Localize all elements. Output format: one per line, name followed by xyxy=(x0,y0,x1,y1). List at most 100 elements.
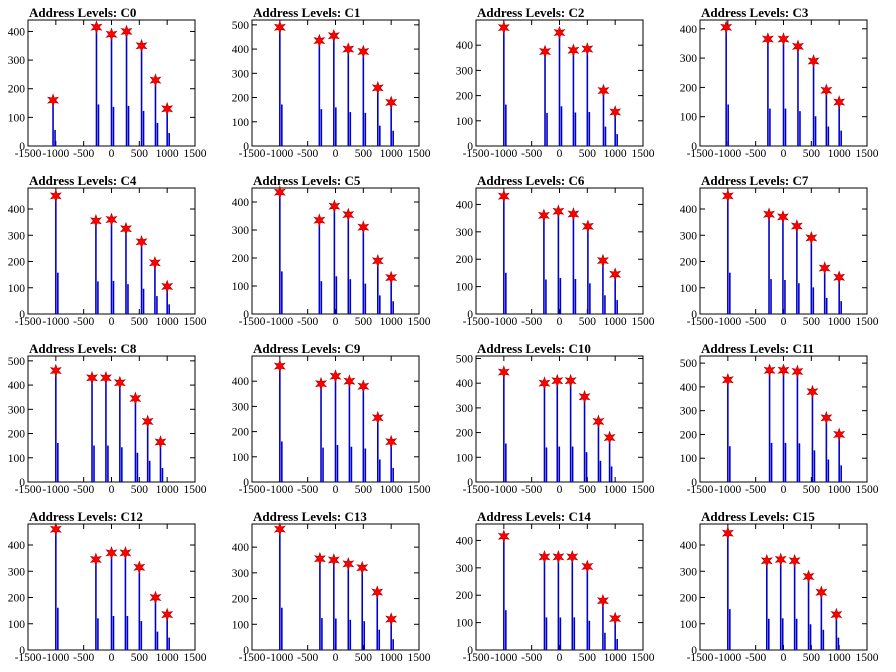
y-tick-label: 300 xyxy=(232,568,250,580)
y-tick-label: 200 xyxy=(8,257,26,269)
x-tick-label: 1500 xyxy=(408,316,431,328)
y-tick-label: 200 xyxy=(456,590,474,602)
x-tick-label: -500 xyxy=(745,148,766,160)
x-tick-label: -1500 xyxy=(15,316,42,328)
x-tick-label: -1500 xyxy=(239,484,266,496)
y-tick-label: 0 xyxy=(243,477,249,489)
x-tick-label: -1000 xyxy=(42,148,69,160)
peak-marker-star xyxy=(149,590,162,605)
peak-marker-star xyxy=(721,526,734,541)
peak-marker-star xyxy=(327,28,340,43)
peak-marker-star xyxy=(763,363,776,378)
y-tick-label: 0 xyxy=(467,477,473,489)
y-tick-label: 0 xyxy=(243,309,249,321)
peak-marker-star xyxy=(86,370,99,385)
peak-marker-star xyxy=(497,529,510,544)
chart-panel-6: Address Levels: C6 0 100 200 300 400 -1500 -100… xyxy=(456,173,655,328)
peak-marker-star xyxy=(805,230,818,245)
chart-panel-14: Address Levels: C14 0 100 200 300 400 -1500 -10… xyxy=(456,509,655,664)
peak-marker-star xyxy=(777,32,790,46)
peak-marker-star xyxy=(596,253,609,268)
chart-panel-4: Address Levels: C4 0 100 200 300 400 -1500 -100… xyxy=(8,173,207,328)
peak-marker-star xyxy=(581,219,594,234)
x-tick-label: -500 xyxy=(73,316,94,328)
peak-marker-star xyxy=(539,44,552,59)
x-tick-label: 1500 xyxy=(632,148,655,160)
x-tick-label: -1000 xyxy=(266,484,293,496)
x-tick-label: -1500 xyxy=(687,148,714,160)
peak-marker-star xyxy=(721,188,734,203)
x-tick-label: 1000 xyxy=(604,652,627,664)
y-tick-label: 200 xyxy=(680,257,698,269)
chart-panel-10: Address Levels: C10 0 100 200 300 400 500 -1500… xyxy=(456,341,655,496)
x-tick-label: 500 xyxy=(803,484,821,496)
x-tick-label: 1500 xyxy=(408,484,431,496)
chart-title: Address Levels: C9 xyxy=(253,341,361,356)
peak-marker-star xyxy=(567,207,580,221)
x-tick-label: -1500 xyxy=(15,148,42,160)
chart-title: Address Levels: C1 xyxy=(253,5,360,20)
x-tick-label: -1500 xyxy=(239,148,266,160)
plot-frame xyxy=(27,355,196,483)
peak-marker-star xyxy=(371,410,384,425)
peak-marker-star xyxy=(89,213,102,228)
y-tick-label: 0 xyxy=(691,141,697,153)
peak-marker-star xyxy=(553,25,566,40)
chart-panel-12: Address Levels: C12 0 100 200 300 400 -1500 -10… xyxy=(8,509,207,664)
chart-title: Address Levels: C3 xyxy=(701,5,809,20)
x-tick-label: 1000 xyxy=(604,484,627,496)
peak-marker-star xyxy=(357,220,370,235)
y-tick-label: 100 xyxy=(456,618,474,630)
x-tick-label: 0 xyxy=(333,484,339,496)
peak-marker-star xyxy=(90,20,103,35)
y-tick-label: 400 xyxy=(8,204,26,216)
peak-marker-star xyxy=(371,253,384,268)
peak-marker-star xyxy=(537,208,550,223)
x-tick-label: 500 xyxy=(803,652,821,664)
x-tick-label: 1000 xyxy=(380,148,403,160)
y-tick-label: 300 xyxy=(232,225,250,237)
peak-marker-star xyxy=(566,549,579,564)
y-tick-label: 400 xyxy=(680,382,698,394)
y-tick-label: 300 xyxy=(456,227,474,239)
x-tick-label: 500 xyxy=(803,148,821,160)
x-tick-label: -1000 xyxy=(714,484,741,496)
peak-marker-star xyxy=(763,207,776,222)
peak-marker-star xyxy=(551,373,564,388)
x-tick-label: -1000 xyxy=(490,652,517,664)
x-tick-label: 500 xyxy=(579,652,597,664)
x-tick-label: 0 xyxy=(333,316,339,328)
y-tick-label: 400 xyxy=(8,26,26,38)
y-tick-label: 100 xyxy=(8,283,26,295)
peak-marker-star xyxy=(385,434,398,449)
peak-marker-star xyxy=(833,95,846,109)
y-tick-label: 300 xyxy=(456,65,474,77)
peak-marker-star xyxy=(119,545,132,560)
x-tick-label: -1500 xyxy=(239,316,266,328)
peak-marker-star xyxy=(806,384,819,399)
peak-marker-star xyxy=(371,585,384,600)
x-tick-label: -1500 xyxy=(15,484,42,496)
x-tick-label: -1000 xyxy=(714,316,741,328)
x-tick-label: 500 xyxy=(355,316,373,328)
peak-marker-star xyxy=(129,391,142,406)
x-tick-label: 1000 xyxy=(156,148,179,160)
y-tick-label: 0 xyxy=(467,309,473,321)
y-tick-label: 200 xyxy=(456,91,474,103)
x-tick-label: -1000 xyxy=(42,652,69,664)
y-tick-label: 100 xyxy=(232,452,250,464)
y-tick-label: 300 xyxy=(456,563,474,575)
x-tick-label: -500 xyxy=(521,652,542,664)
chart-panel-9: Address Levels: C9 0 100 200 300 400 -1500 -100… xyxy=(232,341,431,496)
x-tick-label: 500 xyxy=(579,148,597,160)
chart-panel-11: Address Levels: C11 0 100 200 300 400 500 -1500… xyxy=(680,341,879,496)
x-tick-label: 0 xyxy=(557,484,563,496)
x-tick-label: 0 xyxy=(109,484,115,496)
x-tick-label: 500 xyxy=(355,148,373,160)
peak-marker-star xyxy=(89,552,102,567)
chart-title: Address Levels: C15 xyxy=(701,509,815,524)
chart-panel-13: Address Levels: C13 0 100 200 300 400 -1500 -10… xyxy=(232,509,431,664)
x-tick-label: 1500 xyxy=(184,484,207,496)
peak-marker-star xyxy=(578,389,591,404)
x-tick-label: -500 xyxy=(73,652,94,664)
